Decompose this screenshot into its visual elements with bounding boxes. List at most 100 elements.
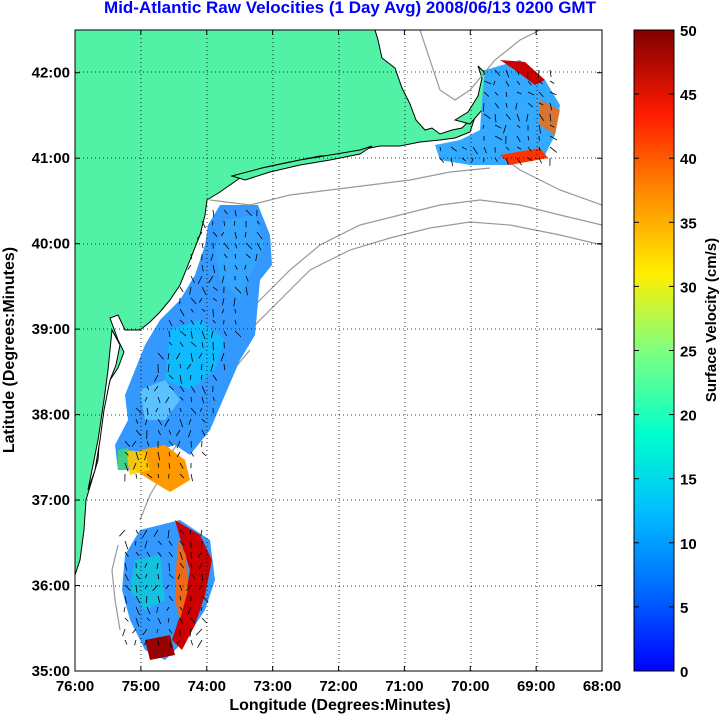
velocity-arrow: [124, 451, 129, 456]
velocity-arrow: [167, 352, 170, 360]
velocity-arrow: [483, 113, 491, 119]
velocity-arrow: [135, 451, 139, 461]
velocity-arrow: [122, 628, 126, 637]
velocity-arrow: [124, 573, 129, 581]
velocity-arrow: [538, 91, 544, 98]
velocity-arrow: [494, 102, 500, 109]
colorbar-label: Surface Velocity (cm/s): [703, 238, 720, 402]
velocity-arrow: [212, 286, 218, 291]
velocity-arrow: [482, 124, 485, 129]
y-tick-label: 42:00: [32, 65, 70, 82]
velocity-arrow: [201, 396, 205, 404]
velocity-arrow: [144, 418, 148, 426]
velocity-arrow: [516, 69, 520, 76]
velocity-arrow: [179, 462, 184, 469]
velocity-arrow: [146, 407, 149, 415]
chesapeake-bay: [87, 328, 121, 491]
velocity-arrow: [168, 540, 173, 546]
velocity-arrow: [179, 584, 183, 591]
velocity-arrow: [196, 231, 203, 240]
velocity-arrow: [135, 407, 142, 414]
velocity-arrow: [135, 473, 137, 479]
velocity-arrow: [165, 584, 170, 590]
velocity-arrow: [135, 584, 138, 593]
velocity-arrow: [245, 286, 248, 296]
velocity-arrow: [179, 286, 184, 293]
velocity-arrow: [124, 617, 129, 622]
velocity-arrow: [212, 209, 215, 217]
x-axis-label: Longitude (Degrees:Minutes): [229, 697, 450, 714]
colorbar-tick-label: 25: [680, 344, 697, 361]
velocity-arrow: [190, 330, 193, 339]
velocity-arrow: [166, 606, 170, 612]
velocity-arrow: [234, 253, 237, 259]
velocity-arrow: [527, 80, 532, 86]
velocity-arrow: [155, 407, 159, 413]
velocity-arrow: [167, 529, 170, 539]
velocity-arrow: [190, 308, 194, 313]
velocity-arrow: [494, 124, 502, 129]
velocity-arrow: [168, 551, 173, 558]
velocity-arrow: [201, 595, 209, 603]
velocity-arrow: [483, 80, 492, 85]
velocity-arrow: [179, 330, 187, 337]
velocity-arrow: [234, 264, 238, 270]
velocity-arrow: [189, 286, 192, 295]
velocity-arrow: [197, 639, 203, 648]
velocity-arrow: [505, 157, 509, 165]
velocity-arrow: [516, 157, 523, 166]
velocity-arrow: [189, 374, 192, 380]
velocity-arrow: [135, 595, 141, 604]
velocity-arrow: [157, 473, 160, 479]
velocity-arrow: [549, 146, 558, 153]
velocity-arrow: [119, 529, 126, 537]
velocity-arrow: [157, 396, 161, 403]
velocity-arrow: [245, 209, 253, 217]
velocity-arrow: [505, 102, 508, 108]
velocity-arrow: [461, 157, 467, 162]
velocity-arrow: [135, 529, 139, 534]
velocity-arrow: [223, 242, 230, 250]
velocity-arrow: [177, 573, 181, 580]
velocity-arrow: [144, 639, 148, 646]
velocity-arrow: [516, 113, 520, 122]
velocity-arrow: [201, 242, 204, 249]
velocity-arrow: [221, 308, 225, 314]
velocity-arrow: [124, 540, 129, 550]
velocity-arrow: [201, 418, 206, 423]
velocity-arrow: [233, 297, 236, 307]
y-tick-label: 36:00: [32, 578, 70, 595]
y-axis-label: Latitude (Degrees:Minutes): [1, 247, 18, 453]
velocity-arrow: [201, 573, 203, 581]
y-tick-label: 38:00: [32, 407, 70, 424]
velocity-field-hatteras: [122, 520, 215, 660]
velocity-arrow: [549, 124, 555, 128]
velocity-arrow: [212, 264, 216, 274]
velocity-arrow: [538, 102, 544, 106]
velocity-arrow: [198, 352, 203, 359]
velocity-arrow: [157, 573, 160, 580]
velocity-arrow: [168, 407, 171, 414]
velocity-arrow: [221, 275, 225, 284]
velocity-arrow: [132, 462, 137, 470]
colorbar-tick-label: 45: [680, 87, 697, 104]
velocity-arrow: [135, 551, 140, 556]
velocity-arrow: [179, 418, 183, 428]
velocity-arrow: [234, 286, 242, 294]
velocity-arrow: [190, 473, 193, 482]
velocity-arrow: [168, 440, 174, 446]
velocity-arrow: [168, 595, 174, 602]
velocity-arrow: [179, 551, 183, 560]
velocity-arrow: [186, 363, 192, 370]
y-tick-label: 39:00: [32, 321, 70, 338]
velocity-arrow: [201, 341, 204, 348]
velocity-arrow: [175, 352, 181, 360]
velocity-arrow: [190, 341, 197, 347]
velocity-arrow: [157, 451, 160, 461]
velocity-arrow: [494, 135, 503, 141]
velocity-arrow: [188, 418, 192, 425]
velocity-arrow: [179, 473, 185, 479]
velocity-arrow: [223, 330, 228, 337]
colorbar-tick-label: 40: [680, 151, 697, 168]
